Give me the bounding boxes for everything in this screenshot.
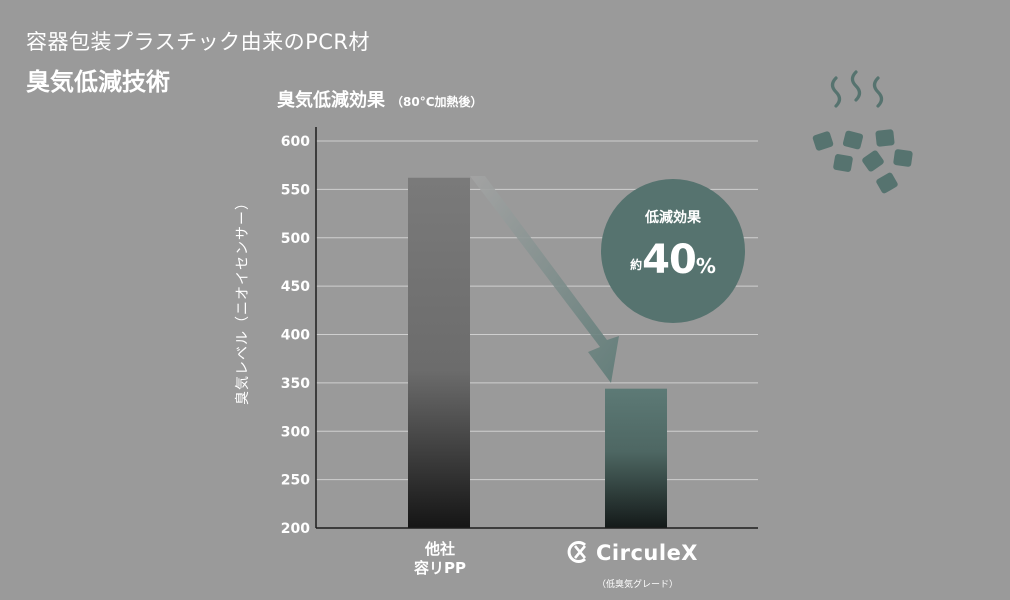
smell-cubes-icon: [812, 70, 913, 194]
y-tick-label: 550: [281, 182, 310, 198]
badge-value: 約40%: [601, 237, 745, 283]
y-axis-label: 臭気レベル（ニオイセンサー）: [235, 195, 251, 405]
brand-name: CirculeX: [596, 541, 698, 565]
y-tick-label: 600: [281, 134, 310, 150]
category-label-other: 他社 容リPP: [398, 540, 482, 578]
header-subtitle: 容器包装プラスチック由来のPCR材: [26, 30, 370, 54]
y-tick-label: 450: [281, 279, 310, 295]
header-title: 臭気低減技術: [26, 68, 170, 96]
badge-label: 低減効果: [645, 210, 701, 226]
chart-title: 臭気低減効果 （80°C加熱後）: [277, 86, 483, 112]
category-label-line-1: 他社: [424, 540, 455, 558]
circulex-logo-icon: [566, 540, 590, 564]
y-tick-label: 250: [281, 473, 310, 489]
y-tick-label: 350: [281, 376, 310, 392]
brand-subtitle: （低臭気グレード）: [597, 580, 679, 590]
bar-other-company: [408, 177, 470, 528]
y-tick-label: 300: [281, 424, 310, 440]
reduction-arrow: [470, 176, 619, 383]
badge-prefix: 約: [630, 258, 643, 272]
y-tick-label: 500: [281, 231, 310, 247]
chart-title-note: （80°C加熱後）: [391, 95, 483, 109]
chart-title-main: 臭気低減効果: [277, 90, 385, 111]
category-label-line-2: 容リPP: [414, 559, 466, 577]
y-tick-label: 400: [281, 328, 310, 344]
badge-unit: %: [695, 254, 716, 278]
badge-number: 40: [642, 237, 697, 283]
y-tick-label: 200: [281, 521, 310, 537]
brand-logo: CirculeX: [566, 540, 716, 565]
reduction-badge: 低減効果 約40%: [601, 179, 745, 323]
bar-circulex: [605, 388, 667, 528]
